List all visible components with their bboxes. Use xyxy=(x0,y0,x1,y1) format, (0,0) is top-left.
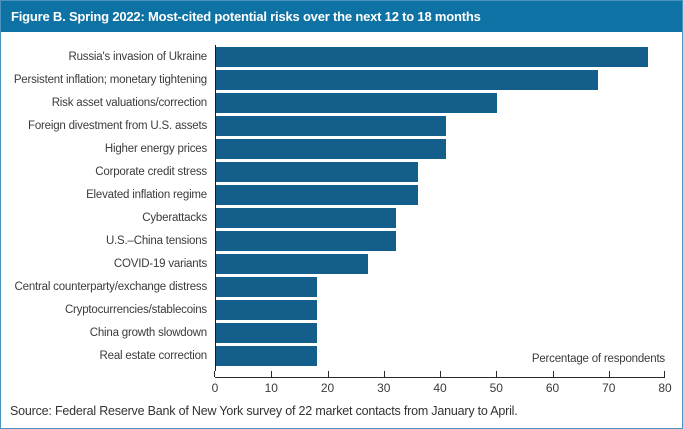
category-label: Central counterparty/exchange distress xyxy=(14,280,208,293)
x-axis-tick-label: 60 xyxy=(545,381,560,395)
bar-cell xyxy=(215,252,665,275)
x-axis-tick xyxy=(440,371,441,377)
bar xyxy=(216,345,318,366)
category-label: Cryptocurrencies/stablecoins xyxy=(64,303,207,316)
category-label: Risk asset valuations/correction xyxy=(51,96,208,109)
x-axis-label: Percentage of respondents xyxy=(531,353,665,365)
bar-chart: Russia's invasion of Ukraine Persistent i… xyxy=(1,45,672,396)
x-axis-tick-label: 20 xyxy=(320,381,335,395)
category-label: Corporate credit stress xyxy=(95,165,207,178)
bar-cell xyxy=(215,206,665,229)
bar xyxy=(216,138,447,159)
category-label: Elevated inflation regime xyxy=(86,188,207,201)
bar xyxy=(216,184,419,205)
bar xyxy=(216,92,497,113)
x-axis-tick-labels: 0 10 20 30 40 50 60 70 80 xyxy=(211,378,672,396)
category-label: Cyberattacks xyxy=(142,211,207,224)
bar-cell xyxy=(215,160,665,183)
x-axis xyxy=(214,371,665,378)
bar xyxy=(216,46,649,67)
x-axis-tick xyxy=(271,371,273,377)
bar xyxy=(216,115,447,136)
category-label: COVID-19 variants xyxy=(113,257,207,270)
x-axis-tick-label: 80 xyxy=(658,381,672,395)
category-label: U.S.–China tensions xyxy=(105,234,207,247)
x-axis-tick xyxy=(214,371,215,377)
x-axis-tick-label: 70 xyxy=(602,381,616,395)
x-axis-tick xyxy=(664,371,665,377)
bar-cell xyxy=(215,137,665,160)
chart-area: Russia's invasion of Ukraine Persistent i… xyxy=(1,32,672,396)
bar xyxy=(216,299,318,320)
category-label: Persistent inflation; monetary tightenin… xyxy=(13,73,207,86)
bar-cell xyxy=(215,68,665,91)
category-label: Real estate correction xyxy=(99,349,208,362)
bar-cell xyxy=(215,183,665,206)
x-axis-tick xyxy=(496,371,498,377)
x-axis-tick-label: 50 xyxy=(489,381,503,395)
bar-cell xyxy=(215,229,665,252)
bar-cell xyxy=(215,114,665,137)
x-axis-tick xyxy=(552,371,554,377)
bar xyxy=(216,276,318,297)
bar xyxy=(216,161,419,182)
bar-cell xyxy=(215,91,665,114)
x-axis-tick xyxy=(383,371,385,377)
bar xyxy=(216,207,396,228)
x-axis-tick-label: 40 xyxy=(433,381,447,395)
bar-cell xyxy=(215,45,665,68)
category-label: Foreign divestment from U.S. assets xyxy=(28,119,207,132)
figure-title-bar: Figure B. Spring 2022: Most-cited potent… xyxy=(1,1,682,32)
bar xyxy=(216,69,598,90)
x-axis-tick-label: 0 xyxy=(211,381,219,395)
bar-cell xyxy=(215,344,665,367)
x-axis-tick-label: 30 xyxy=(377,381,391,395)
x-axis-tick-label: 10 xyxy=(264,381,278,395)
bar xyxy=(216,230,396,251)
bar xyxy=(216,322,318,343)
bar-cell xyxy=(215,321,665,344)
x-axis-tick xyxy=(327,371,329,377)
bar-cell xyxy=(215,275,665,298)
bar xyxy=(216,253,368,274)
x-axis-tick xyxy=(608,371,610,377)
y-axis-line-extension xyxy=(215,367,665,371)
bar-cell xyxy=(215,298,665,321)
source-note: Source: Federal Reserve Bank of New York… xyxy=(10,404,518,418)
category-label: China growth slowdown xyxy=(89,326,207,339)
category-label: Higher energy prices xyxy=(104,142,207,155)
figure-title: Figure B. Spring 2022: Most-cited potent… xyxy=(11,9,481,24)
category-label: Russia's invasion of Ukraine xyxy=(68,50,208,63)
